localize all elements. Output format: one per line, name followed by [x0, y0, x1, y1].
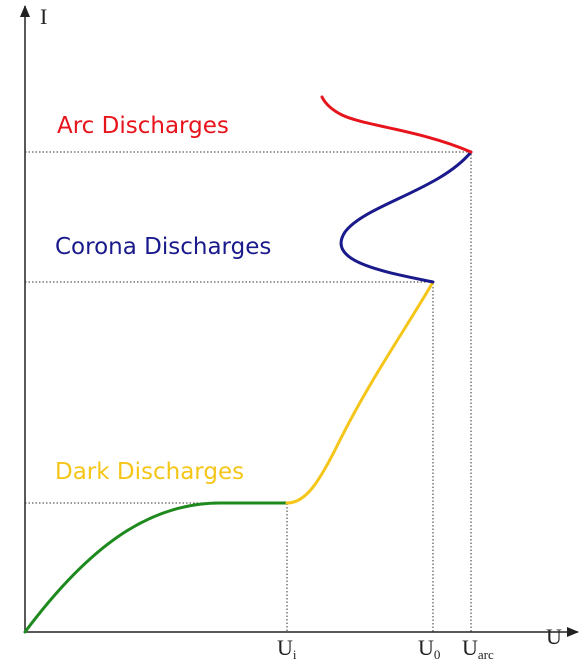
tick-label: Ui — [277, 635, 297, 662]
y-axis-label: I — [40, 4, 47, 29]
arc-curve — [320, 95, 473, 154]
x-axis-label: U — [546, 624, 562, 649]
tick-label: Uarc — [462, 635, 494, 662]
region-label: Dark Discharges — [55, 459, 244, 485]
corona-curve — [339, 150, 473, 284]
region-label: Corona Discharges — [55, 234, 271, 260]
region-label: Arc Discharges — [57, 113, 229, 139]
tick-label: U0 — [418, 635, 440, 662]
guide-line — [25, 502, 288, 632]
guide-line — [25, 281, 434, 632]
dark-curve-yellow — [285, 280, 435, 505]
dark-curve-green — [23, 501, 289, 634]
guide-line — [25, 151, 472, 632]
